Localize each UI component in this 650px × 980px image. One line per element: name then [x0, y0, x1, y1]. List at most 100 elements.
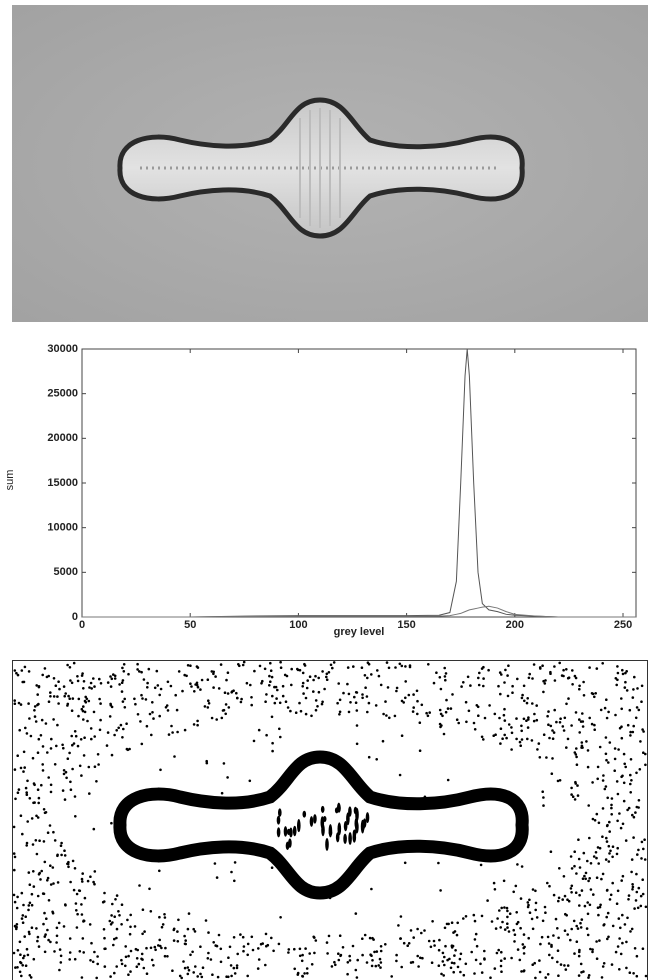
noise-dot: [224, 712, 227, 716]
noise-dot: [635, 771, 638, 775]
noise-dot: [96, 962, 99, 966]
noise-dot: [490, 920, 494, 923]
noise-dot: [640, 840, 644, 844]
noise-dot: [541, 919, 545, 923]
noise-dot: [68, 937, 72, 940]
noise-dot: [313, 951, 316, 955]
noise-dot: [230, 870, 233, 874]
noise-dot: [535, 916, 539, 919]
noise-dot: [183, 728, 187, 732]
y-tick-label: 10000: [47, 522, 78, 534]
noise-dot: [415, 689, 419, 693]
noise-dot: [235, 966, 239, 970]
noise-dot: [636, 906, 640, 910]
noise-dot: [14, 797, 17, 801]
noise-dot: [287, 951, 290, 954]
noise-dot: [296, 971, 300, 975]
noise-dot: [605, 836, 608, 840]
noise-dot: [538, 970, 542, 974]
noise-dot: [438, 938, 441, 942]
noise-dot: [523, 945, 526, 949]
noise-dot: [232, 966, 236, 970]
noise-dot: [111, 921, 114, 924]
noise-dot: [12, 852, 16, 855]
noise-dot: [103, 891, 106, 895]
noise-dot: [587, 976, 590, 979]
noise-dot: [176, 940, 180, 943]
noise-dot: [578, 731, 581, 734]
noise-dot: [575, 872, 578, 875]
noise-dot: [519, 926, 522, 930]
noise-dot: [450, 921, 454, 924]
noise-dot: [635, 974, 639, 978]
noise-dot: [556, 927, 559, 930]
noise-dot: [621, 668, 624, 672]
noise-dot: [613, 747, 617, 750]
noise-dot: [55, 926, 59, 930]
noise-dot: [68, 958, 71, 961]
noise-dot: [542, 733, 546, 736]
striae: [299, 108, 341, 228]
noise-dot: [75, 892, 79, 896]
noise-dot: [346, 961, 350, 964]
noise-dot: [404, 680, 408, 683]
noise-dot: [113, 971, 116, 975]
noise-dot: [533, 961, 536, 965]
noise-dot: [639, 894, 643, 898]
noise-dot: [342, 691, 345, 695]
noise-dot: [15, 906, 19, 910]
noise-dot: [80, 707, 84, 711]
noise-dot: [542, 796, 545, 799]
noise-dot: [372, 938, 375, 941]
noise-dot: [610, 963, 614, 966]
noise-dot: [82, 680, 86, 683]
noise-dot: [375, 950, 379, 953]
noise-dot: [270, 715, 274, 719]
noise-dot: [161, 923, 165, 926]
noise-dot: [403, 861, 407, 865]
noise-dot: [279, 735, 282, 739]
noise-dot: [507, 664, 510, 667]
noise-dot: [173, 755, 176, 758]
noise-dot: [595, 957, 599, 960]
noise-dot: [269, 661, 272, 665]
noise-dot: [594, 692, 597, 695]
noise-dot: [170, 724, 173, 728]
noise-dot: [189, 664, 192, 667]
noise-dot: [28, 883, 32, 886]
noise-dot: [127, 954, 130, 958]
noise-dot: [535, 704, 538, 707]
noise-dot: [306, 679, 310, 682]
noise-dot: [312, 678, 315, 682]
noise-dot: [522, 969, 525, 973]
noise-dot: [549, 850, 553, 853]
noise-dot: [454, 949, 457, 952]
noise-dot: [416, 712, 419, 716]
noise-dot: [41, 745, 45, 748]
noise-dot: [70, 681, 74, 685]
noise-dot: [453, 961, 456, 965]
noise-dot: [616, 671, 620, 675]
noise-dot: [86, 719, 89, 723]
noise-dot: [20, 669, 24, 672]
noise-dot: [98, 697, 101, 701]
noise-dot: [21, 964, 25, 967]
noise-dot: [552, 731, 556, 734]
noise-dot: [497, 948, 501, 952]
noise-dot: [610, 803, 613, 807]
noise-dot: [444, 710, 448, 714]
noise-dot: [82, 705, 85, 708]
noise-dot: [113, 674, 117, 678]
noise-dot: [300, 959, 304, 963]
noise-dot: [95, 976, 98, 980]
noise-dot: [172, 927, 176, 931]
noise-dot: [635, 706, 639, 709]
noise-dot: [367, 662, 371, 666]
noise-dot: [123, 706, 127, 709]
noise-dot: [578, 866, 582, 869]
noise-dot: [595, 667, 599, 670]
noise-dot: [385, 714, 388, 717]
noise-dot: [58, 968, 61, 972]
noise-dot: [530, 917, 534, 921]
noise-dot: [625, 966, 628, 970]
